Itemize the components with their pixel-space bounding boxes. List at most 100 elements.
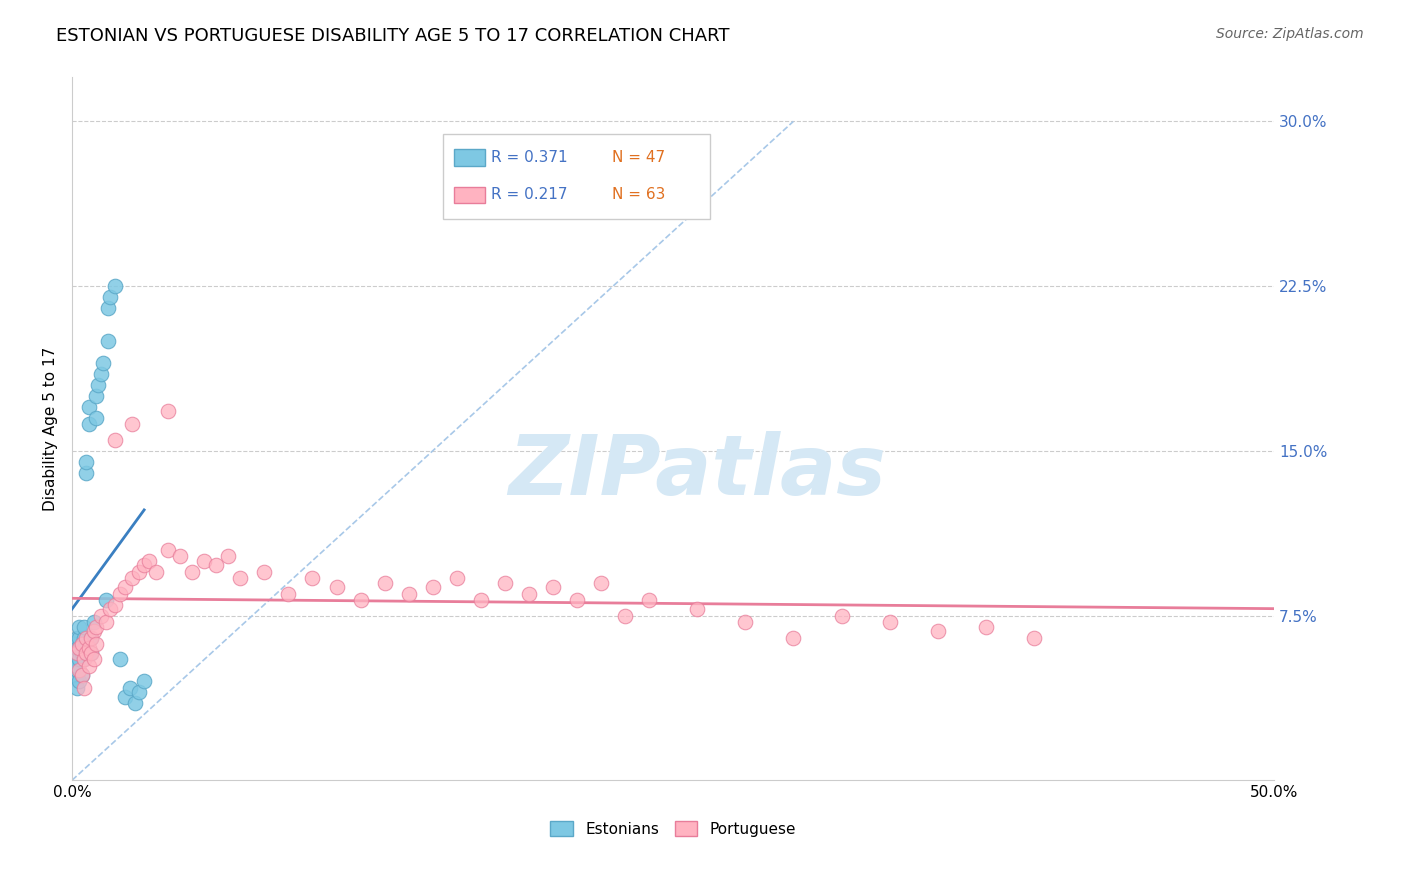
Point — [75, 466, 97, 480]
Point — [349, 593, 371, 607]
Point — [66, 641, 89, 656]
Point — [638, 593, 661, 607]
Point — [67, 641, 90, 656]
Point — [97, 301, 120, 315]
Point — [470, 593, 492, 607]
Point — [75, 646, 97, 660]
Point — [83, 615, 105, 629]
Point — [90, 608, 112, 623]
Point — [614, 608, 637, 623]
Point — [1022, 631, 1045, 645]
Legend: Estonians, Portuguese: Estonians, Portuguese — [544, 814, 803, 843]
Point — [84, 637, 107, 651]
Point — [494, 575, 516, 590]
Point — [253, 565, 276, 579]
Point — [67, 641, 90, 656]
Point — [90, 367, 112, 381]
Point — [83, 652, 105, 666]
Point — [277, 586, 299, 600]
Point — [138, 554, 160, 568]
Point — [73, 681, 96, 695]
Point — [94, 593, 117, 607]
Point — [75, 646, 97, 660]
Point — [927, 624, 949, 638]
Point — [104, 433, 127, 447]
Point — [121, 417, 143, 432]
Point — [108, 652, 131, 666]
Point — [782, 631, 804, 645]
Point — [67, 619, 90, 633]
Text: R = 0.371: R = 0.371 — [491, 150, 567, 165]
Point — [66, 646, 89, 660]
Point — [94, 615, 117, 629]
Point — [70, 637, 93, 651]
Point — [80, 631, 103, 645]
Point — [66, 631, 89, 645]
Text: N = 47: N = 47 — [612, 150, 665, 165]
Point — [100, 602, 122, 616]
Point — [77, 641, 100, 656]
Point — [75, 455, 97, 469]
Point — [66, 652, 89, 666]
Text: ESTONIAN VS PORTUGUESE DISABILITY AGE 5 TO 17 CORRELATION CHART: ESTONIAN VS PORTUGUESE DISABILITY AGE 5 … — [56, 27, 730, 45]
Point — [73, 641, 96, 656]
Point — [63, 637, 86, 651]
Point — [100, 290, 122, 304]
Point — [70, 637, 93, 651]
Point — [80, 631, 103, 645]
Point — [66, 664, 89, 678]
Text: R = 0.217: R = 0.217 — [491, 187, 567, 202]
Point — [114, 690, 136, 704]
Point — [67, 674, 90, 689]
Point — [422, 580, 444, 594]
Point — [70, 646, 93, 660]
Point — [97, 334, 120, 348]
Point — [83, 624, 105, 638]
Point — [63, 646, 86, 660]
Text: N = 63: N = 63 — [612, 187, 665, 202]
Point — [734, 615, 756, 629]
Point — [325, 580, 347, 594]
Point — [114, 580, 136, 594]
Point — [73, 652, 96, 666]
Point — [169, 549, 191, 564]
Point — [67, 664, 90, 678]
Point — [217, 549, 239, 564]
Point — [84, 619, 107, 633]
Point — [77, 400, 100, 414]
Point — [374, 575, 396, 590]
Point — [301, 571, 323, 585]
Point — [157, 404, 180, 418]
Point — [879, 615, 901, 629]
Point — [70, 668, 93, 682]
Point — [128, 565, 150, 579]
Text: ZIPatlas: ZIPatlas — [509, 431, 886, 511]
Point — [84, 410, 107, 425]
Point — [134, 674, 156, 689]
Point — [686, 602, 709, 616]
Point — [446, 571, 468, 585]
Point — [67, 631, 90, 645]
Point — [80, 646, 103, 660]
Point — [589, 575, 612, 590]
Y-axis label: Disability Age 5 to 17: Disability Age 5 to 17 — [44, 347, 58, 511]
Point — [77, 417, 100, 432]
Point — [145, 565, 167, 579]
Point — [67, 652, 90, 666]
Point — [63, 668, 86, 682]
Point — [398, 586, 420, 600]
Point — [73, 619, 96, 633]
Point — [63, 659, 86, 673]
Point — [108, 586, 131, 600]
Point — [75, 631, 97, 645]
Point — [70, 668, 93, 682]
Point — [104, 598, 127, 612]
Point — [77, 659, 100, 673]
Point — [517, 586, 540, 600]
Point — [124, 697, 146, 711]
Point — [87, 378, 110, 392]
Point — [157, 542, 180, 557]
Point — [181, 565, 204, 579]
Point — [974, 619, 997, 633]
Point — [73, 631, 96, 645]
